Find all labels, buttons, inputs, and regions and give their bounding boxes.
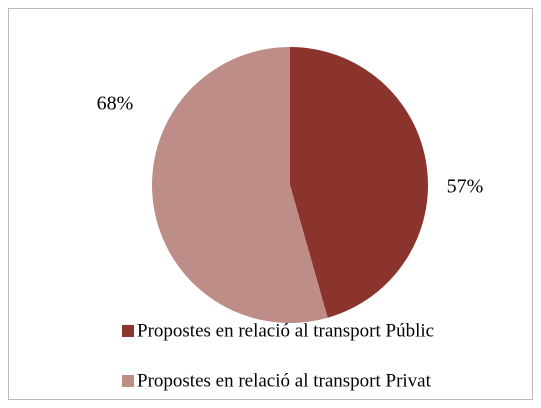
pie-slice <box>152 47 328 323</box>
legend-swatch <box>122 325 134 337</box>
data-label: 68% <box>97 93 134 115</box>
legend-label: Propostes en relació al transport Públic <box>137 320 434 341</box>
data-label: 57% <box>447 176 484 198</box>
legend-swatch <box>122 375 134 387</box>
pie-slice <box>290 47 428 318</box>
legend-label: Propostes en relació al transport Privat <box>137 370 432 391</box>
